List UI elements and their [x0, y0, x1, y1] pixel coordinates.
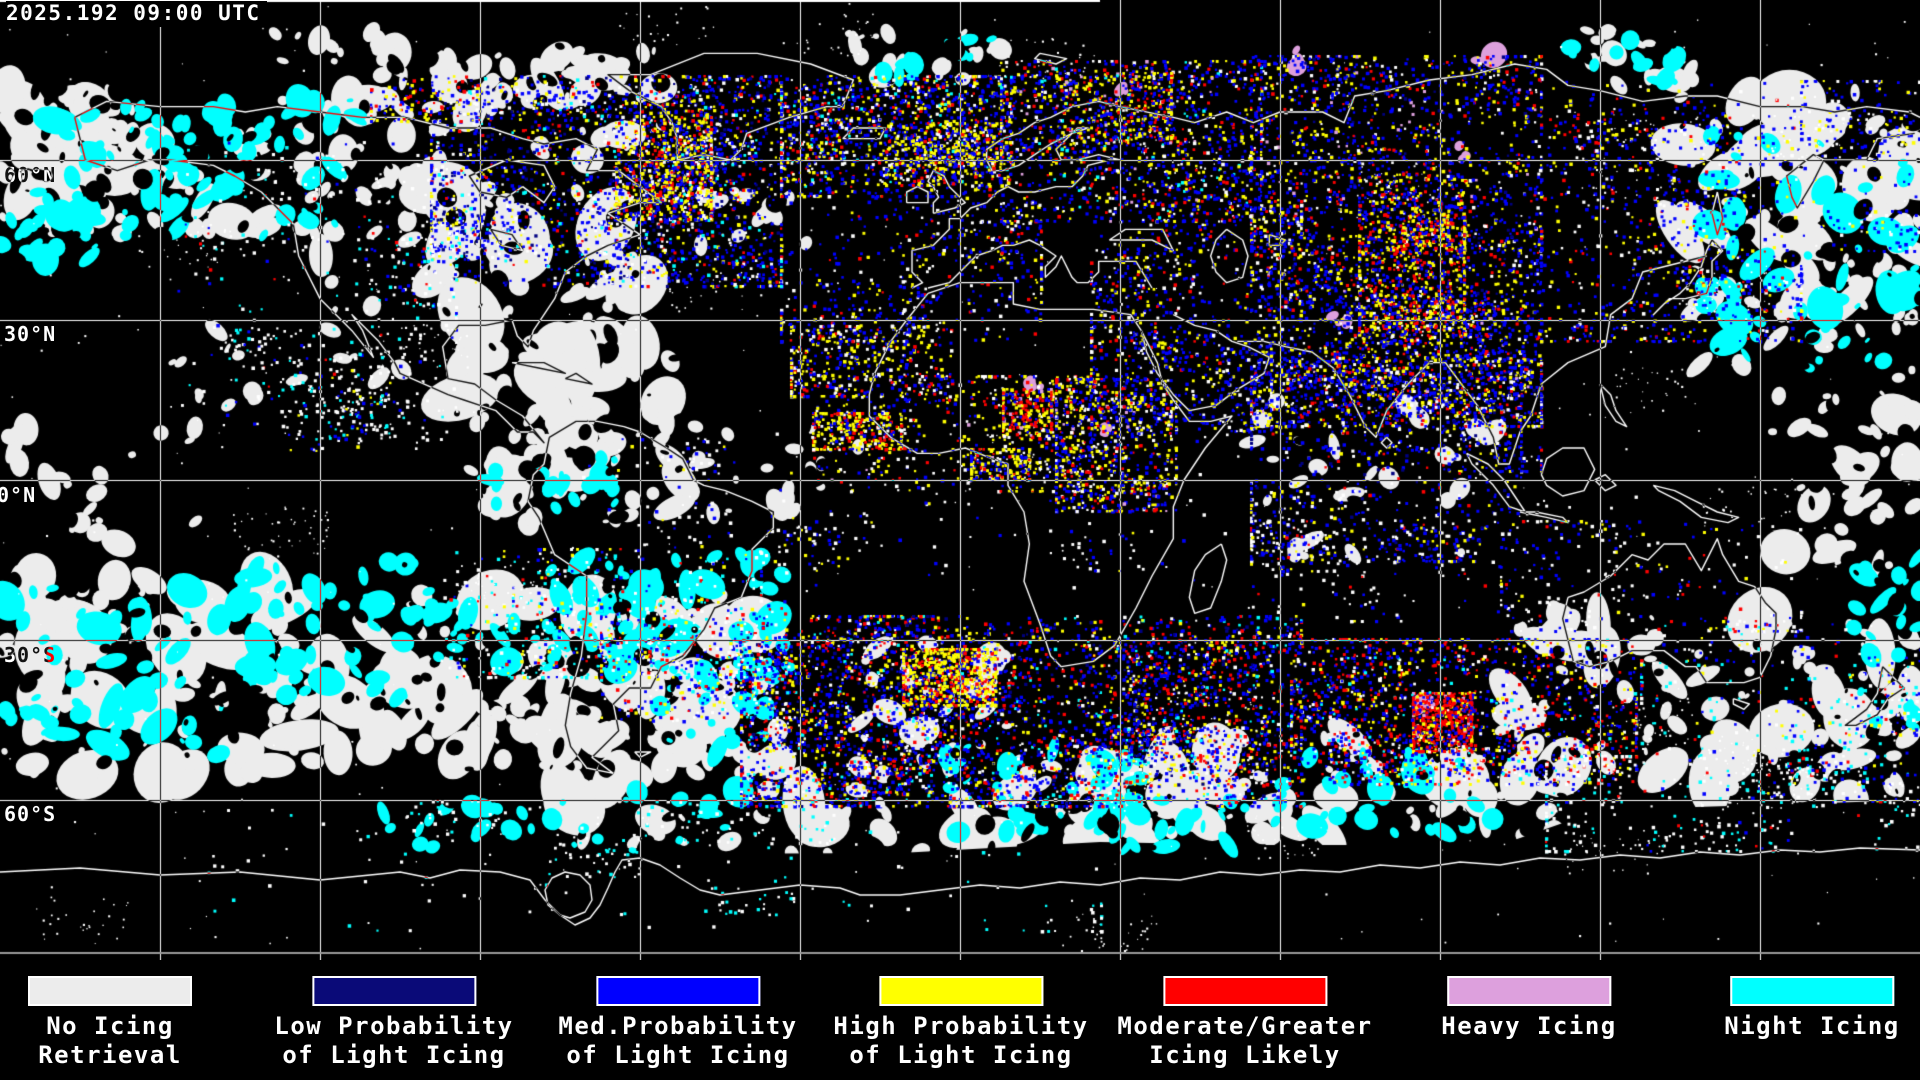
lat-label-0n: 0°N [0, 483, 37, 507]
legend-item-night: Night Icing [1724, 976, 1899, 1041]
legend-label: of Light Icing [566, 1041, 790, 1069]
legend-label: Low Probability [274, 1012, 514, 1040]
legend-swatch-night [1729, 976, 1894, 1006]
legend-label: High Probability [833, 1012, 1089, 1040]
legend-label: No Icing [46, 1012, 174, 1040]
legend-item-heavy: Heavy Icing [1441, 976, 1616, 1041]
lat-label-30s: 30°S [4, 643, 57, 667]
legend-swatch-low-prob [312, 976, 476, 1006]
legend-bar: No Icing Retrieval Low Probability of Li… [0, 960, 1920, 1080]
legend-label: Icing Likely [1149, 1041, 1341, 1069]
legend-label: Heavy Icing [1441, 1012, 1617, 1040]
legend-swatch-heavy [1446, 976, 1611, 1006]
legend-label: of Light Icing [282, 1041, 506, 1069]
legend-label: of Light Icing [849, 1041, 1073, 1069]
world-icing-map-canvas [0, 0, 1920, 960]
legend-label: Med.Probability [558, 1012, 798, 1040]
legend-item-low-prob: Low Probability of Light Icing [274, 976, 513, 1070]
legend-item-no-icing: No Icing Retrieval [28, 976, 192, 1070]
legend-item-high-prob: High Probability of Light Icing [833, 976, 1088, 1070]
legend-label: Moderate/Greater [1117, 1012, 1373, 1040]
legend-swatch-no-icing [28, 976, 192, 1006]
legend-label: Night Icing [1724, 1012, 1900, 1040]
legend-swatch-high-prob [879, 976, 1043, 1006]
legend-item-moderate: Moderate/Greater Icing Likely [1117, 976, 1372, 1070]
legend-swatch-moderate [1163, 976, 1327, 1006]
legend-item-med-prob: Med.Probability of Light Icing [558, 976, 797, 1070]
timestamp-label: 2025.192 09:00 UTC [6, 1, 267, 27]
lat-label-60s: 60°S [4, 802, 57, 826]
legend-swatch-med-prob [596, 976, 760, 1006]
lat-label-30n: 30°N [4, 322, 57, 346]
legend-label: Retrieval [38, 1041, 182, 1069]
lat-label-60n: 60°N [4, 163, 57, 187]
